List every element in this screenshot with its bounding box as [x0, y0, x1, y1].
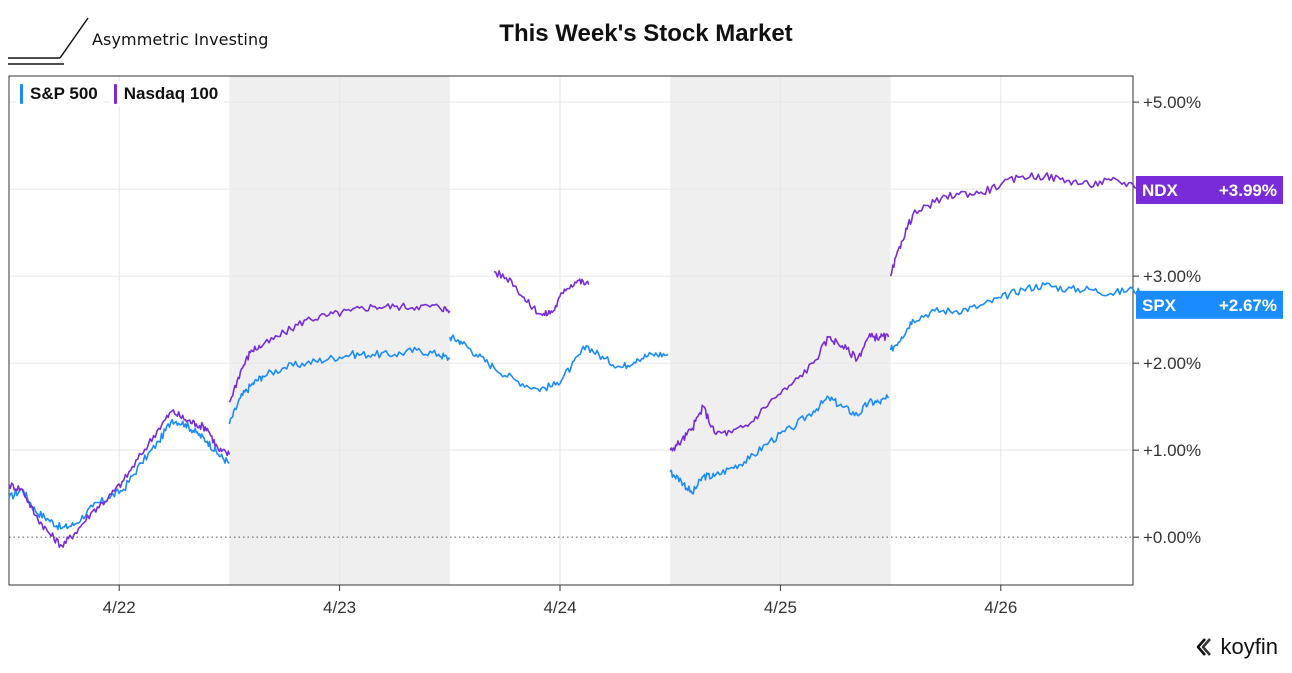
y-tick-label: +5.00% — [1143, 93, 1201, 112]
end-tag-value-ndx: +3.99% — [1219, 181, 1277, 200]
series-line-spx — [8, 418, 230, 531]
page-title: This Week's Stock Market — [499, 20, 793, 47]
end-tag-name-spx: SPX — [1142, 296, 1177, 315]
chart-legend: S&P 500 Nasdaq 100 — [16, 82, 225, 106]
end-tag-value-spx: +2.67% — [1219, 296, 1277, 315]
legend-item-spx[interactable]: S&P 500 — [16, 82, 104, 106]
series-line-spx — [889, 282, 1161, 352]
legend-label-ndx: Nasdaq 100 — [123, 84, 219, 103]
series-line-spx — [669, 394, 890, 495]
series-line-ndx — [228, 302, 451, 403]
legend-swatch-spx — [20, 84, 23, 104]
series-line-spx — [449, 334, 669, 393]
legend-item-ndx[interactable]: Nasdaq 100 — [109, 82, 225, 106]
legend-swatch-ndx — [113, 84, 117, 104]
brand-name: Asymmetric Investing — [92, 30, 269, 49]
plot-frame — [8, 75, 1134, 586]
koyfin-logo[interactable]: koyfin — [1195, 634, 1278, 660]
y-tick-label: +3.00% — [1143, 267, 1201, 286]
x-tick-label: 4/24 — [543, 598, 576, 617]
x-tick-label: 4/25 — [764, 598, 797, 617]
end-tag-spx — [1136, 290, 1283, 319]
x-tick-label: 4/23 — [323, 598, 356, 617]
y-tick-label: +2.00% — [1143, 354, 1201, 373]
brand-logo — [8, 14, 268, 70]
end-tag-ndx — [1136, 175, 1283, 204]
koyfin-chevron-icon — [1196, 638, 1211, 656]
series-line-ndx — [889, 172, 1160, 277]
series-line-ndx — [493, 269, 590, 317]
asymmetric-logo-icon — [8, 17, 89, 65]
x-tick-label: 4/22 — [103, 598, 136, 617]
end-tag-name-ndx: NDX — [1142, 181, 1179, 200]
y-tick-label: +1.00% — [1143, 441, 1201, 460]
legend-label-spx: S&P 500 — [30, 84, 98, 103]
x-tick-label: 4/26 — [984, 598, 1017, 617]
series-line-ndx — [8, 409, 231, 548]
y-tick-label: +0.00% — [1143, 528, 1201, 547]
series-line-ndx — [669, 332, 890, 452]
series-line-spx — [228, 346, 451, 425]
koyfin-logo-text: koyfin — [1220, 634, 1278, 659]
